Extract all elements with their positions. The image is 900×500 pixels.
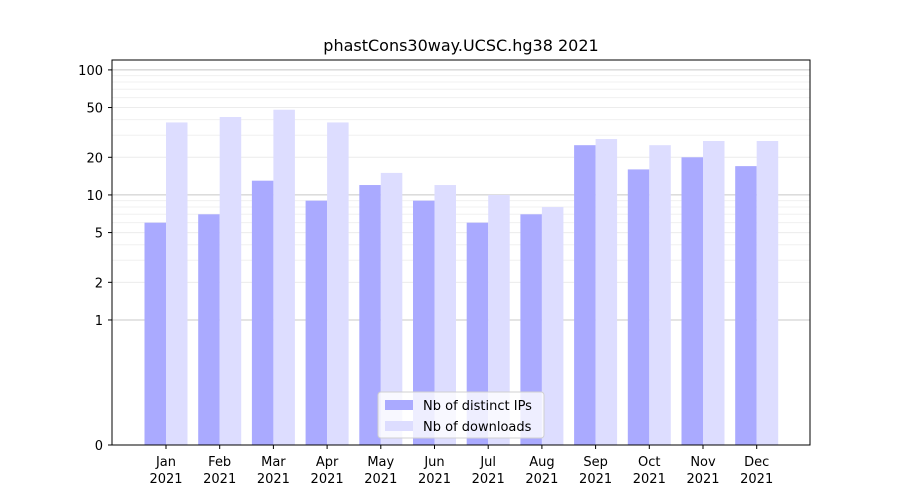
bar-distinct-ips-jul <box>466 222 489 445</box>
bars <box>144 109 779 445</box>
bar-downloads-jun <box>434 185 456 445</box>
legend-swatch <box>385 400 413 410</box>
bar-downloads-mar <box>273 109 295 445</box>
x-tick-label-year: 2021 <box>633 472 666 487</box>
x-tick-label-year: 2021 <box>686 472 719 487</box>
axes: Jan2021Feb2021Mar2021Apr2021May2021Jun20… <box>78 59 811 487</box>
bar-downloads-apr <box>327 122 349 445</box>
bar-downloads-may <box>380 172 403 445</box>
bar-distinct-ips-sep <box>574 145 596 445</box>
plot-frame <box>111 59 811 446</box>
y-tick-label: 5 <box>95 227 103 242</box>
legend-box <box>377 391 545 439</box>
bar-distinct-ips-may <box>359 185 381 445</box>
x-tick-label-month: Dec <box>744 455 769 470</box>
legend-label: Nb of downloads <box>423 420 532 435</box>
x-tick-label-year: 2021 <box>472 472 505 487</box>
bar-downloads-aug <box>541 207 564 445</box>
x-tick-label-month: Jan <box>155 455 176 470</box>
bar-downloads-oct <box>649 145 671 445</box>
y-tick-label: 1 <box>95 314 103 329</box>
bar-downloads-jul <box>488 194 510 445</box>
x-tick-label-year: 2021 <box>203 472 236 487</box>
x-tick-label-year: 2021 <box>149 472 182 487</box>
y-tick-label: 50 <box>86 102 103 117</box>
bar-distinct-ips-jan <box>144 222 166 445</box>
y-tick-label: 20 <box>86 151 103 166</box>
x-tick-label-year: 2021 <box>364 472 397 487</box>
bar-distinct-ips-feb <box>198 214 220 445</box>
x-tick-label-month: Feb <box>208 455 231 470</box>
x-tick-label-year: 2021 <box>525 472 558 487</box>
y-tick-label: 100 <box>78 64 103 79</box>
x-tick-label-year: 2021 <box>418 472 451 487</box>
legend-swatch <box>385 421 413 431</box>
x-tick-label-year: 2021 <box>257 472 290 487</box>
x-tick-label-month: Aug <box>529 455 554 470</box>
y-tick-label: 2 <box>95 276 103 291</box>
x-tick-label-month: Jul <box>479 455 496 470</box>
y-tick-label: 10 <box>86 189 103 204</box>
legend: Nb of distinct IPs Nb of downloads <box>377 391 545 439</box>
bar-downloads-sep <box>595 139 618 445</box>
x-tick-label-month: Sep <box>583 455 608 470</box>
bar-distinct-ips-aug <box>520 214 542 445</box>
legend-label: Nb of distinct IPs <box>423 399 532 414</box>
chart-title: phastCons30way.UCSC.hg38 2021 <box>323 36 598 55</box>
bar-downloads-nov <box>703 140 725 445</box>
bar-distinct-ips-dec <box>735 166 757 445</box>
x-tick-label-year: 2021 <box>579 472 612 487</box>
bar-downloads-feb <box>219 117 242 445</box>
x-tick-label-month: Nov <box>690 455 716 470</box>
bar-distinct-ips-jun <box>413 200 435 445</box>
x-tick-label-month: Mar <box>261 455 286 470</box>
bar-distinct-ips-apr <box>305 200 328 445</box>
x-tick-label-year: 2021 <box>740 472 773 487</box>
x-tick-label-year: 2021 <box>311 472 344 487</box>
bar-distinct-ips-mar <box>251 180 274 445</box>
x-tick-label-month: Oct <box>638 455 660 470</box>
x-tick-label-month: May <box>367 455 394 470</box>
x-tick-label-month: Apr <box>316 455 339 470</box>
bar-distinct-ips-nov <box>681 157 703 445</box>
y-tick-label: 0 <box>95 439 103 454</box>
x-tick-label-month: Jun <box>423 455 444 470</box>
bar-downloads-dec <box>756 140 779 445</box>
bar-downloads-jan <box>166 122 188 445</box>
bar-distinct-ips-oct <box>627 169 650 445</box>
